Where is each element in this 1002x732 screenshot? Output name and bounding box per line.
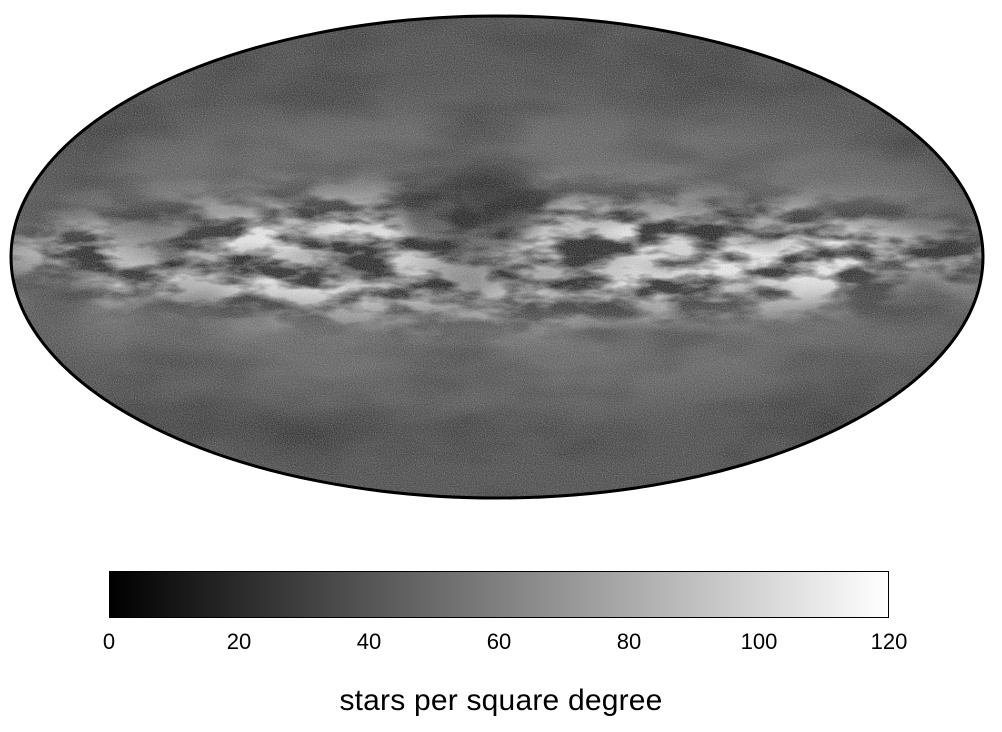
colorbar-tick-label: 60	[486, 629, 512, 654]
colorbar-tick-label: 40	[356, 629, 382, 654]
colorbar	[109, 571, 889, 618]
colorbar-label: stars per square degree	[339, 684, 663, 717]
colorbar-tick-label: 100	[740, 629, 778, 654]
colorbar-tick-label: 20	[226, 629, 252, 654]
map-outline	[9, 14, 985, 500]
colorbar-tick-label: 0	[102, 629, 116, 654]
all-sky-density-map	[9, 14, 985, 500]
colorbar-tick-label: 80	[616, 629, 642, 654]
colorbar-tick-label: 120	[870, 629, 908, 654]
